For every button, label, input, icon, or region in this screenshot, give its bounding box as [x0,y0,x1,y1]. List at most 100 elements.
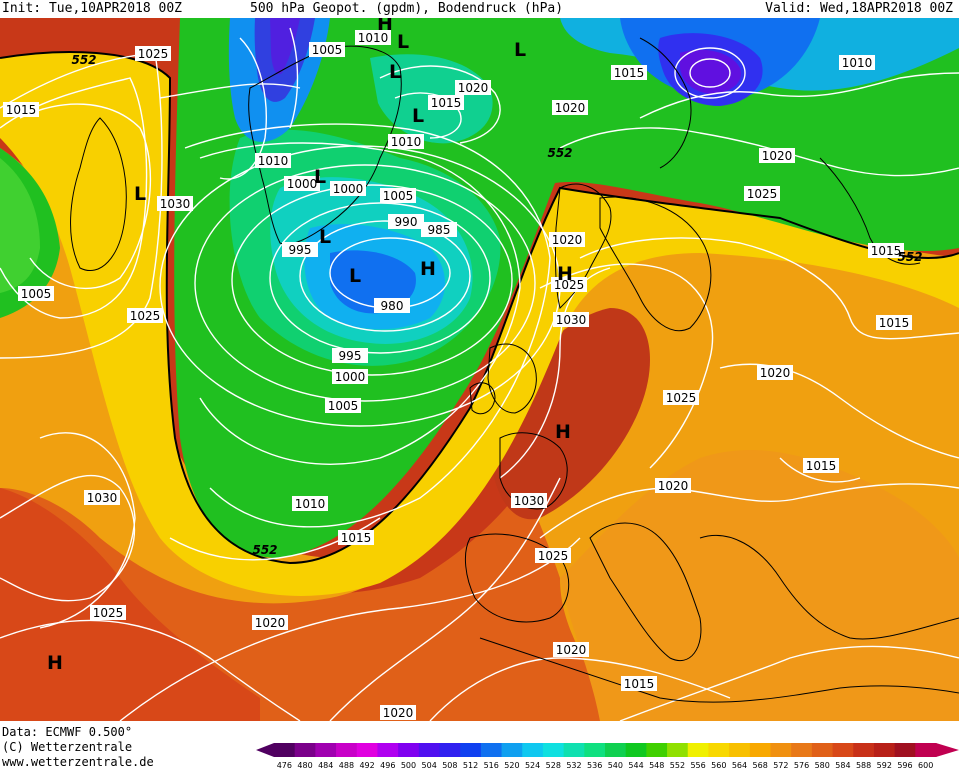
colorbar-swatch [915,743,937,757]
colorbar-tick-label: 528 [546,761,561,770]
colorbar-tick-label: 512 [463,761,478,770]
colorbar-swatch [832,743,854,757]
isobar-label: 1005 [380,188,416,203]
colorbar-tick-label: 484 [318,761,333,770]
colorbar-tick-label: 596 [897,761,912,770]
isobar-label: 1020 [757,365,793,380]
map-header: Init: Tue,10APR2018 00Z 500 hPa Geopot. … [0,0,959,18]
isobar-label: 1010 [839,55,875,70]
colorbar-tick-label: 588 [856,761,871,770]
isobar-label: 1015 [876,315,912,330]
isobar-label: 1000 [332,369,368,384]
svg-text:1000: 1000 [333,182,364,196]
isobar-label: 1020 [553,642,589,657]
isobar-label: 1025 [127,308,163,323]
colorbar-swatch [356,743,378,757]
svg-text:1010: 1010 [391,135,422,149]
high-marker: H [557,263,573,285]
svg-text:1010: 1010 [358,31,389,45]
colorbar-left-arrow [256,743,274,757]
isobar-label: 1010 [355,30,391,45]
isobar-label: 1020 [759,148,795,163]
colorbar-swatch [294,743,316,757]
isobar-label: 1020 [549,232,585,247]
colorbar-tick-label: 480 [297,761,312,770]
colorbar-tick-label: 496 [380,761,395,770]
colorbar-tick-label: 520 [504,761,519,770]
colorbar-tick-label: 524 [525,761,540,770]
low-marker: L [389,61,401,83]
height-label: 552 [897,250,922,264]
low-marker: L [412,105,424,127]
svg-text:1030: 1030 [87,491,118,505]
colorbar-swatch [542,743,565,757]
svg-text:1025: 1025 [554,278,585,292]
svg-text:980: 980 [381,299,404,313]
isobar-label: 1030 [553,312,589,327]
website-link[interactable]: www.wetterzentrale.de [2,755,154,769]
coastlines [70,37,959,703]
yellow-band [0,52,959,596]
svg-text:1025: 1025 [93,606,124,620]
svg-text:995: 995 [339,349,362,363]
colorbar-tick-label: 576 [794,761,809,770]
isobar-label: 995 [282,242,318,257]
svg-text:1020: 1020 [762,149,793,163]
colorbar-tick-label: 492 [359,761,374,770]
colorbar-swatch [811,743,834,757]
isobar-label: 1015 [428,95,464,110]
height-label: 552 [252,543,277,557]
isobar-label: 1025 [90,605,126,620]
colorbar-swatch [791,743,813,757]
svg-text:1010: 1010 [258,154,289,168]
svg-text:990: 990 [395,215,418,229]
colorbar-tick-label: 568 [753,761,768,770]
geopotential-map: 1025 1015 1005 1025 1030 1010 1010 1005 … [0,18,959,721]
svg-text:1005: 1005 [328,399,359,413]
isobar-label: 1020 [655,478,691,493]
isobar-label: 990 [388,214,424,229]
valid-time-label: Valid: Wed,18APR2018 00Z [765,1,953,16]
svg-text:1030: 1030 [160,197,191,211]
colorbar-swatch [315,743,337,757]
colorbar-right-arrow [936,743,959,757]
colorbar-swatch [439,743,461,757]
colorbar-swatch [667,743,689,757]
isobar-label: 1010 [255,153,291,168]
svg-text:1020: 1020 [255,616,286,630]
isobar-label: 1030 [157,196,193,211]
height-labels: 552 552 552 552 [71,53,922,557]
isobar-label: 1015 [611,65,647,80]
svg-text:1025: 1025 [538,549,569,563]
high-marker: H [555,421,571,443]
colorbar-tick-label: 564 [732,761,747,770]
svg-text:1005: 1005 [21,287,52,301]
orange-field-east [560,449,959,721]
svg-text:1020: 1020 [383,706,414,720]
colorbar-tick-label: 540 [608,761,623,770]
colorbar-swatch [873,743,896,757]
svg-text:1005: 1005 [312,43,343,57]
svg-text:1005: 1005 [383,189,414,203]
colorbar-swatch [625,743,647,757]
isobar-label: 1025 [535,548,571,563]
colorbar-tick-label: 560 [711,761,726,770]
svg-text:1015: 1015 [341,531,372,545]
low-marker: L [349,265,361,287]
colorbar-swatch [274,743,296,757]
colorbar-swatch [853,743,875,757]
isobar-label: 1010 [388,134,424,149]
svg-text:1000: 1000 [335,370,366,384]
greenland-purple [270,18,300,75]
colorbar-swatch [605,743,627,757]
low-marker: L [319,226,331,248]
colorbar-tick-label: 536 [587,761,602,770]
colorbar-tick-label: 552 [670,761,685,770]
svg-text:1015: 1015 [624,677,655,691]
isobar-label: 1020 [252,615,288,630]
colorbar-swatch [770,743,792,757]
svg-text:1020: 1020 [458,81,489,95]
svg-text:1000: 1000 [287,177,318,191]
colorbar-swatch [501,743,523,757]
svg-text:1025: 1025 [747,187,778,201]
